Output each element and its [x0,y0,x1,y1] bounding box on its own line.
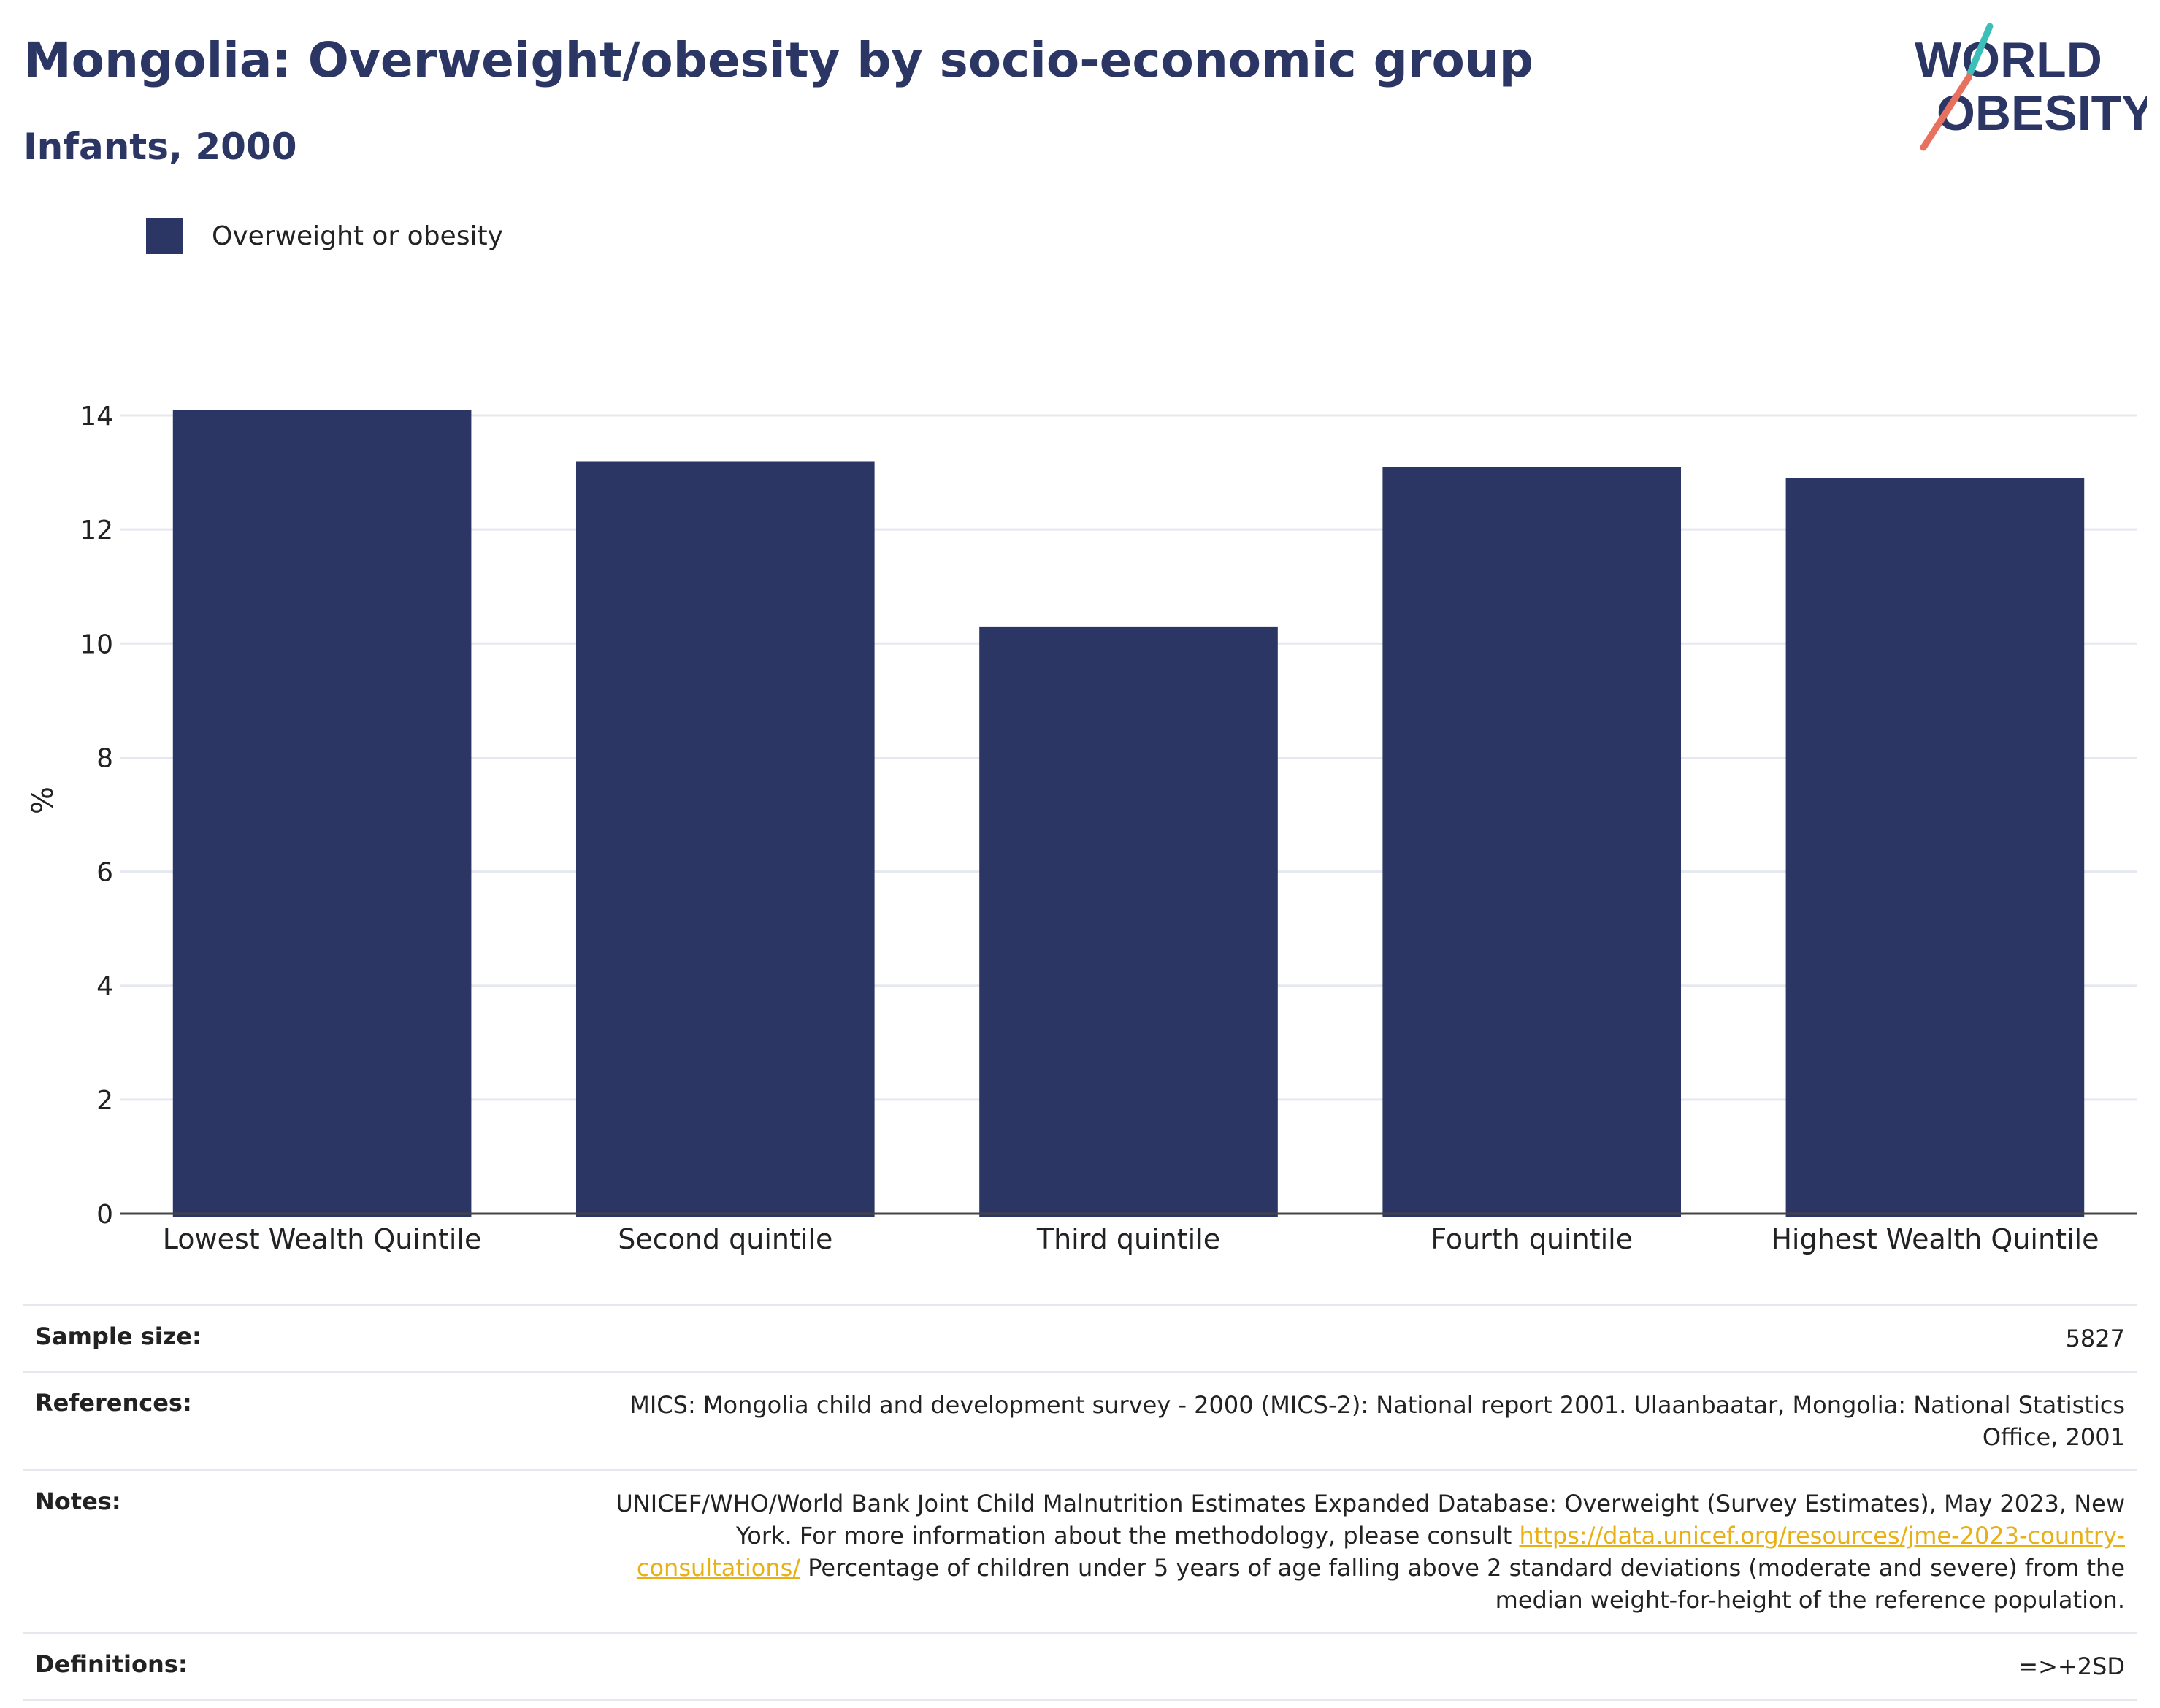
notes-link[interactable]: https://data.unicef.org/resources/jme-20… [636,1522,2125,1582]
info-table: Sample size: 5827 References: MICS: Mong… [23,1304,2137,1701]
y-tick-label: 6 [96,858,113,888]
sample-size-label: Sample size: [35,1322,202,1350]
y-tick-label: 8 [96,743,113,773]
bar [1382,467,1682,1217]
x-tick-label: Lowest Wealth Quintile [163,1223,482,1255]
bar [172,410,472,1217]
notes-value: UNICEF/WHO/World Bank Joint Child Malnut… [591,1487,2125,1616]
y-tick-label: 12 [80,516,113,545]
x-tick-label: Third quintile [1036,1223,1220,1255]
x-tick-label: Second quintile [618,1223,832,1255]
notes-label: Notes: [35,1487,121,1515]
y-tick-label: 0 [96,1200,113,1230]
y-tick-label: 4 [96,972,113,1002]
info-row-definitions: Definitions: =>+2SD [23,1632,2137,1701]
y-tick-label: 2 [96,1086,113,1116]
info-row-references: References: MICS: Mongolia child and dev… [23,1371,2137,1469]
definitions-value: =>+2SD [2018,1653,2125,1680]
bar-chart: 0 2 4 6 8 10 12 14% Lowest Wealth Quintile Second… [26,402,2137,1255]
x-tick-label: Fourth quintile [1431,1223,1633,1255]
bar [979,626,1278,1217]
bar [575,461,875,1217]
logo-line2: OBESITY [1937,85,2147,141]
chart-title: Mongolia: Overweight/obesity by socio-ec… [23,32,1534,88]
y-tick-label: 14 [80,402,113,432]
info-row-notes: Notes: UNICEF/WHO/World Bank Joint Child… [23,1469,2137,1632]
references-label: References: [35,1389,192,1417]
y-axis-label: % [26,786,60,814]
sample-size-value: 5827 [2065,1325,2125,1352]
references-value: MICS: Mongolia child and development sur… [629,1391,2125,1451]
legend-label: Overweight or obesity [212,221,503,251]
logo-slash-coral [1920,74,1972,151]
world-obesity-logo: WORLD OBESITY [1915,23,2147,151]
info-row-sample-size: Sample size: 5827 [23,1304,2137,1371]
y-tick-label: 10 [80,629,113,659]
chart-legend: Overweight or obesity [146,218,503,254]
legend-swatch [146,218,183,254]
bar [1785,478,2085,1217]
notes-text-after: Percentage of children under 5 years of … [800,1554,2125,1614]
chart-subtitle: Infants, 2000 [23,126,297,168]
logo-line1: WORLD [1915,32,2102,88]
x-tick-label: Highest Wealth Quintile [1771,1223,2099,1255]
logo-slash-teal [1966,23,1994,77]
definitions-label: Definitions: [35,1650,188,1678]
notes-text-before: UNICEF/WHO/World Bank Joint Child Malnut… [616,1490,2125,1550]
